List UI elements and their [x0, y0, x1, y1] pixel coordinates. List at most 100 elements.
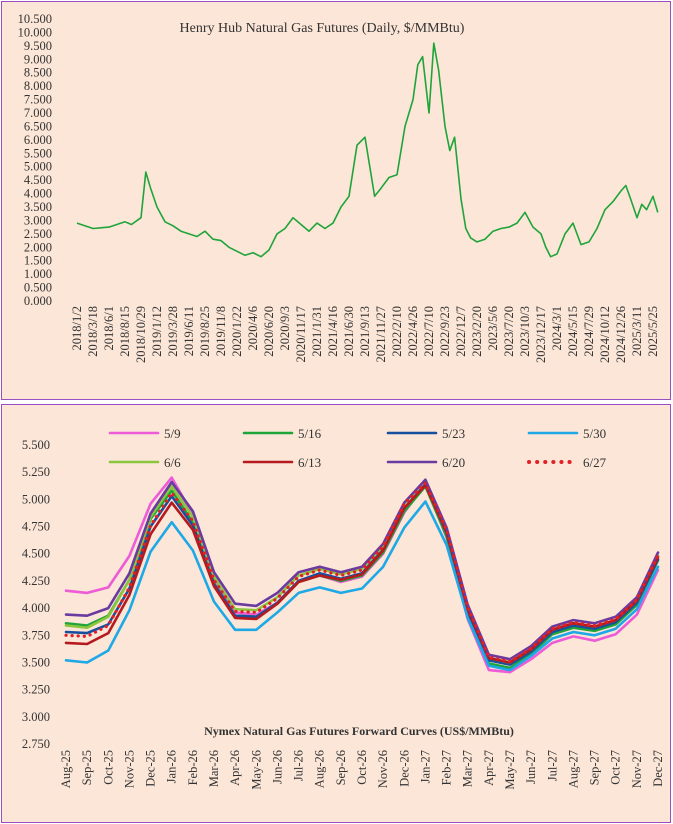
x-tick-label: 2022/12/7 [454, 306, 468, 357]
series-line-6-27 [64, 481, 660, 663]
legend-item: 5/23 [386, 426, 465, 441]
y-tick-label: 0.500 [24, 281, 52, 295]
legend-label: 6/20 [442, 455, 465, 470]
x-tick-label: Jul-27 [545, 750, 559, 781]
y-tick-label: 3.500 [22, 655, 50, 669]
henry-hub-chart: Henry Hub Natural Gas Futures (Daily, $/… [18, 12, 660, 363]
x-tick-label: 2019/1/12 [150, 306, 164, 357]
x-tick-label: 2025/3/11 [630, 306, 644, 356]
y-tick-label: 4.500 [22, 547, 50, 561]
y-tick-label: 4.750 [22, 520, 50, 534]
legend-label: 6/13 [298, 455, 321, 470]
y-tick-label: 9.500 [24, 39, 52, 53]
legend-item: 6/20 [386, 455, 465, 470]
y-tick-label: 3.250 [22, 683, 50, 697]
legend-item: 5/9 [108, 426, 181, 441]
legend-label: 6/6 [164, 455, 181, 470]
y-tick-label: 8.000 [24, 79, 52, 93]
x-tick-label: Nov-27 [630, 750, 644, 788]
y-tick-label: 3.000 [22, 710, 50, 724]
x-tick-label: 2022/9/23 [438, 306, 452, 357]
y-tick-label: 3.750 [22, 628, 50, 642]
y-tick-label: 3.500 [24, 200, 52, 214]
legend-label: 5/23 [442, 426, 465, 441]
legend-item: 6/6 [108, 455, 181, 470]
y-tick-label: 2.750 [22, 737, 50, 751]
henry-hub-chart-panel: Henry Hub Natural Gas Futures (Daily, $/… [1, 1, 671, 400]
y-tick-label: 0.000 [24, 294, 52, 308]
x-tick-label: Apr-27 [482, 750, 496, 786]
x-tick-label: 2019/3/28 [166, 306, 180, 357]
y-tick-label: 4.250 [22, 574, 50, 588]
forward-curves-chart: Nymex Natural Gas Futures Forward Curves… [22, 426, 665, 790]
y-tick-label: 9.000 [24, 52, 52, 66]
x-tick-label: Sep-26 [334, 750, 348, 785]
y-tick-label: 5.000 [24, 160, 52, 174]
chart-title: Nymex Natural Gas Futures Forward Curves… [204, 724, 514, 738]
price-series-line [76, 42, 659, 258]
y-tick-label: 10.500 [18, 12, 52, 26]
x-tick-label: 2021/9/13 [358, 306, 372, 357]
x-tick-label: 2023/7/20 [502, 306, 516, 357]
x-tick-label: Nov-25 [122, 750, 136, 788]
x-tick-label: 2021/11/27 [374, 306, 388, 362]
x-tick-label: 2024/7/29 [582, 306, 596, 357]
x-tick-label: Jun-27 [524, 750, 538, 784]
x-tick-label: Dec-26 [397, 750, 411, 787]
x-tick-label: May-27 [503, 750, 517, 790]
x-tick-label: 2023/10/3 [518, 306, 532, 357]
y-tick-label: 1.500 [24, 254, 52, 268]
x-tick-label: Sep-27 [588, 750, 602, 785]
y-tick-label: 5.500 [22, 438, 50, 452]
x-tick-label: 2022/7/10 [422, 306, 436, 357]
x-tick-label: 2025/5/25 [646, 306, 660, 357]
x-tick-label: 2023/2/20 [470, 306, 484, 357]
x-tick-label: 2021/6/30 [342, 306, 356, 357]
legend-item: 5/30 [527, 426, 606, 441]
x-tick-label: 2023/5/6 [486, 306, 500, 350]
x-tick-label: 2022/4/26 [406, 306, 420, 357]
x-tick-label: Oct-26 [355, 750, 369, 785]
y-tick-label: 10.000 [18, 25, 52, 39]
x-tick-label: Mar-26 [207, 750, 221, 787]
x-tick-label: Aug-27 [566, 750, 580, 788]
x-tick-label: 2020/4/6 [246, 306, 260, 350]
x-tick-label: Oct-27 [609, 750, 623, 785]
x-tick-label: 2021/4/16 [326, 306, 340, 357]
x-tick-label: 2019/11/8 [214, 306, 228, 356]
x-tick-label: 2018/6/1 [102, 306, 116, 350]
legend-item: 6/27 [527, 455, 607, 470]
x-tick-label: 2019/8/25 [198, 306, 212, 357]
y-tick-label: 7.000 [24, 106, 52, 120]
x-tick-label: Jan-26 [165, 750, 179, 783]
y-tick-label: 8.500 [24, 66, 52, 80]
x-tick-label: 2024/12/26 [614, 306, 628, 363]
x-tick-label: 2024/3/1 [550, 306, 564, 350]
x-tick-label: Apr-26 [228, 750, 242, 786]
x-tick-label: 2018/1/2 [70, 306, 84, 350]
x-tick-label: 2020/1/22 [230, 306, 244, 357]
x-tick-label: 2023/12/17 [534, 306, 548, 363]
y-tick-label: 1.000 [24, 267, 52, 281]
x-tick-label: Jul-26 [292, 750, 306, 781]
x-tick-label: Feb-27 [440, 750, 454, 785]
legend-label: 5/16 [298, 426, 322, 441]
x-tick-label: 2021/1/31 [310, 306, 324, 357]
x-tick-label: Mar-27 [461, 750, 475, 787]
x-tick-label: Aug-26 [313, 750, 327, 788]
legend-label: 5/9 [164, 426, 181, 441]
x-tick-label: May-26 [249, 750, 263, 790]
x-tick-label: 2020/6/20 [262, 306, 276, 357]
x-tick-label: 2018/8/15 [118, 306, 132, 357]
x-tick-label: Jun-26 [270, 750, 284, 784]
x-tick-label: Oct-25 [101, 750, 115, 785]
y-tick-label: 4.500 [24, 173, 52, 187]
y-tick-label: 5.250 [22, 465, 50, 479]
y-tick-label: 3.000 [24, 213, 52, 227]
x-tick-label: Dec-27 [651, 750, 665, 787]
x-tick-label: Jan-27 [418, 750, 432, 783]
x-tick-label: 2024/5/15 [566, 306, 580, 357]
forward-curves-chart-panel: Nymex Natural Gas Futures Forward Curves… [1, 404, 671, 823]
y-tick-label: 6.000 [24, 133, 52, 147]
chart-title: Henry Hub Natural Gas Futures (Daily, $/… [180, 21, 465, 36]
